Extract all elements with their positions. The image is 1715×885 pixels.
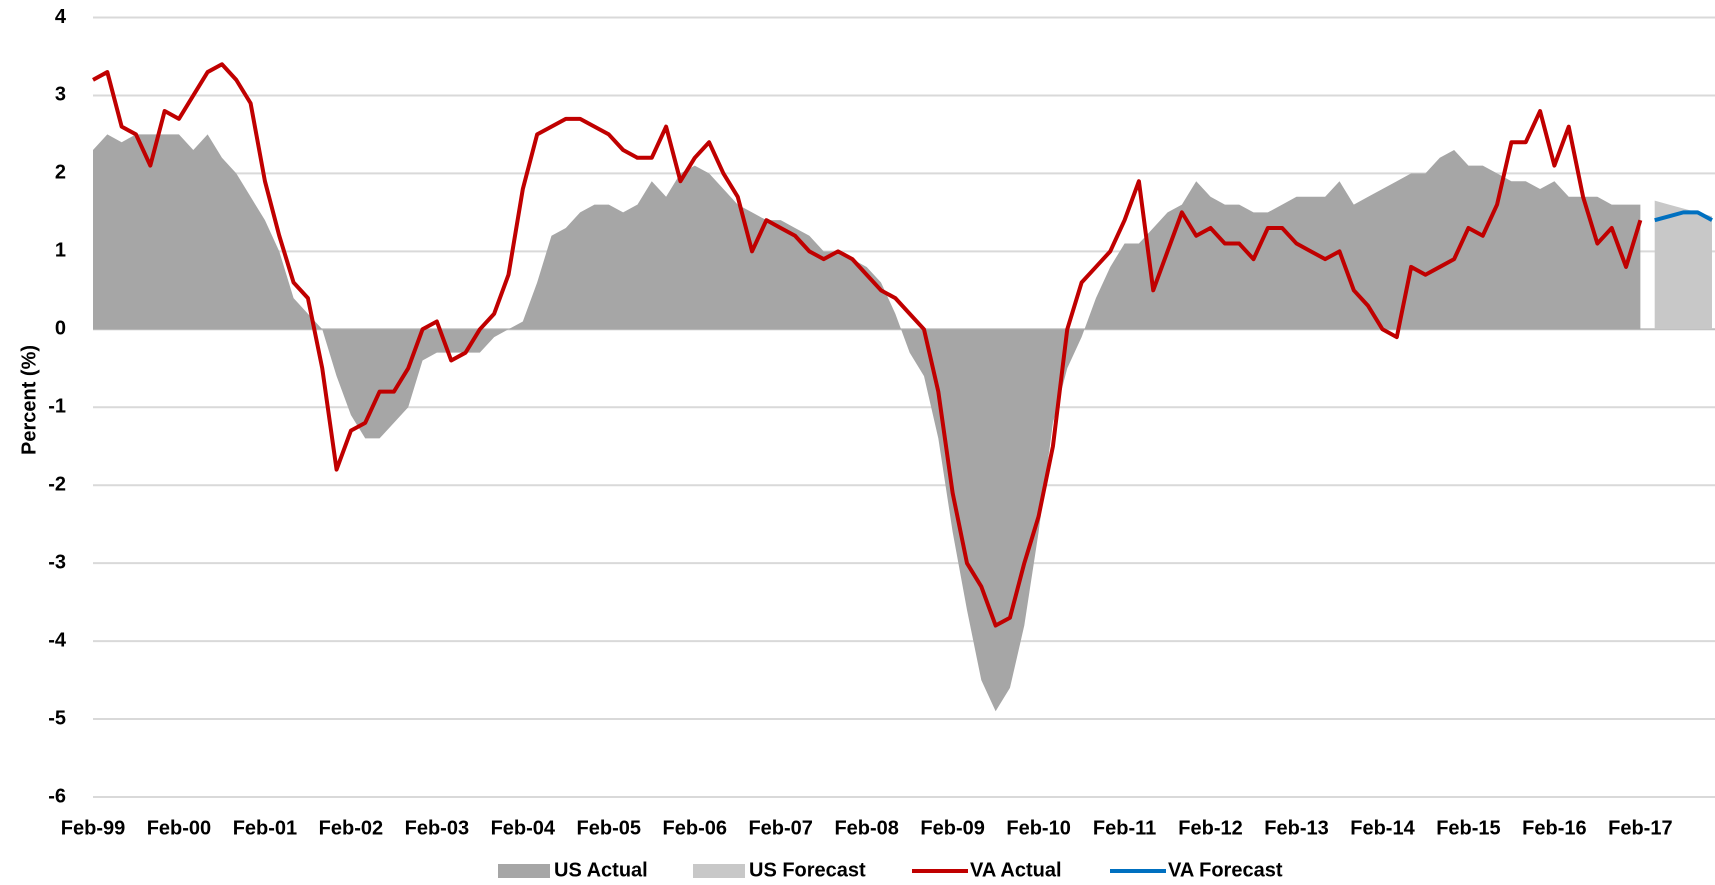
y-tick-label: 2 xyxy=(55,162,66,184)
y-axis-label: Percent (%) xyxy=(18,345,40,455)
x-tick-label: Feb-15 xyxy=(1436,817,1500,839)
x-tick-label: Feb-06 xyxy=(663,817,727,839)
legend-swatch xyxy=(498,864,550,878)
y-tick-label: 0 xyxy=(55,318,66,340)
y-tick-label: -6 xyxy=(48,785,66,807)
x-tick-label: Feb-14 xyxy=(1350,817,1415,839)
legend-label: VA Forecast xyxy=(1168,859,1283,881)
y-tick-label: -1 xyxy=(48,396,66,418)
x-tick-label: Feb-11 xyxy=(1093,817,1156,839)
legend-swatch xyxy=(693,864,745,878)
x-tick-label: Feb-04 xyxy=(491,817,556,839)
x-tick-label: Feb-03 xyxy=(405,817,469,839)
legend-label: US Actual xyxy=(554,859,648,881)
line xyxy=(1654,210,1713,223)
x-tick-label: Feb-17 xyxy=(1608,817,1672,839)
y-tick-label: -5 xyxy=(48,707,66,729)
legend-label: US Forecast xyxy=(749,859,866,881)
x-tick-label: Feb-13 xyxy=(1264,817,1328,839)
area xyxy=(1654,200,1712,330)
y-tick-label: -2 xyxy=(48,473,66,495)
y-tick-label: 3 xyxy=(55,84,66,106)
x-tick-label: Feb-01 xyxy=(233,817,297,839)
x-tick-label: Feb-10 xyxy=(1006,817,1070,839)
area xyxy=(93,134,1641,712)
x-tick-label: Feb-99 xyxy=(61,817,125,839)
x-tick-label: Feb-07 xyxy=(748,817,812,839)
legend-label: VA Actual xyxy=(970,859,1062,881)
x-tick-label: Feb-16 xyxy=(1522,817,1586,839)
y-tick-label: 4 xyxy=(55,6,67,28)
y-tick-label: -3 xyxy=(48,551,66,573)
x-tick-label: Feb-02 xyxy=(319,817,383,839)
y-tick-label: 1 xyxy=(55,240,66,262)
x-tick-label: Feb-00 xyxy=(147,817,211,839)
x-tick-label: Feb-12 xyxy=(1178,817,1242,839)
y-tick-label: -4 xyxy=(48,629,67,651)
line xyxy=(92,62,1643,628)
x-tick-label: Feb-05 xyxy=(577,817,641,839)
x-tick-label: Feb-08 xyxy=(834,817,898,839)
x-tick-label: Feb-09 xyxy=(920,817,984,839)
